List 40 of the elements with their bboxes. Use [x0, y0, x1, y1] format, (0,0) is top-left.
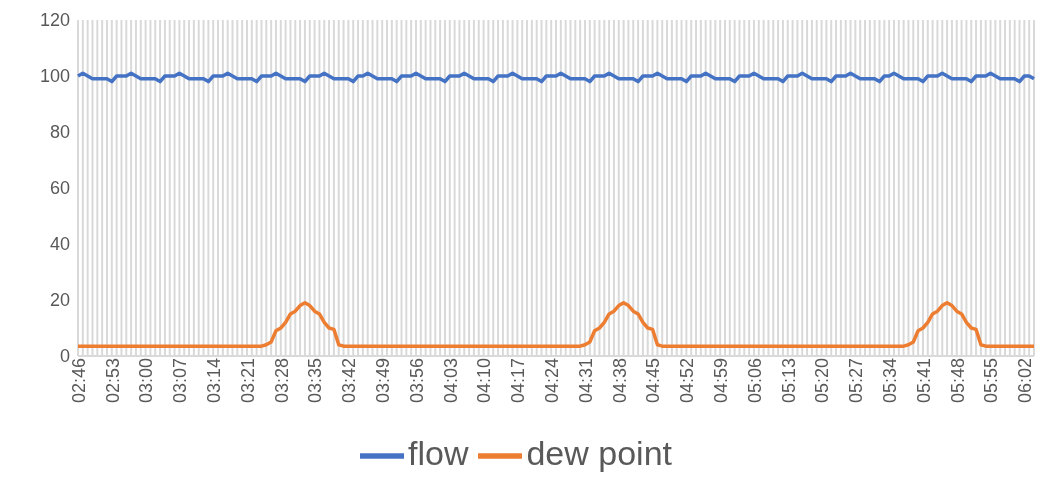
- y-tick-label: 80: [49, 122, 70, 143]
- x-tick-label: 04:31: [575, 357, 596, 404]
- x-tick-label: 03:14: [203, 357, 224, 404]
- x-tick-label: 02:46: [68, 357, 89, 404]
- x-tick-label: 05:06: [744, 357, 765, 404]
- x-tick-label: 06:02: [1015, 357, 1036, 404]
- x-tick-label: 05:48: [947, 357, 968, 404]
- line-series: [76, 301, 1036, 348]
- x-tick-label: 03:21: [237, 357, 258, 404]
- x-tick-label: 05:55: [981, 357, 1002, 404]
- x-tick-label: 02:53: [102, 357, 123, 404]
- x-tick-label: 05:13: [778, 357, 799, 404]
- legend-label: flow: [407, 433, 469, 472]
- x-tick-label: 05:20: [812, 357, 833, 404]
- x-tick-label: 03:42: [339, 357, 360, 404]
- x-tick-label: 03:56: [406, 357, 427, 404]
- y-tick-label: 40: [49, 234, 70, 255]
- x-tick-label: 04:59: [710, 357, 731, 404]
- x-tick-label: 03:49: [372, 357, 393, 404]
- legend-label: dew point: [526, 433, 672, 472]
- x-tick-label: 05:41: [913, 357, 934, 404]
- x-tick-label: 03:00: [136, 357, 157, 404]
- x-tick-label: 04:03: [440, 357, 461, 404]
- x-tick-label: 05:34: [879, 357, 900, 404]
- y-tick-label: 120: [39, 10, 70, 31]
- x-tick-label: 04:45: [643, 357, 664, 404]
- x-tick-label: 04:17: [508, 357, 529, 404]
- x-tick-label: 03:07: [170, 357, 191, 404]
- y-tick-label: 60: [49, 178, 70, 199]
- x-tick-label: 04:38: [609, 357, 630, 404]
- x-tick-label: 03:35: [305, 357, 326, 404]
- y-tick-label: 20: [49, 290, 70, 311]
- x-tick-label: 05:27: [846, 357, 867, 404]
- y-tick-label: 100: [39, 66, 70, 87]
- x-tick-label: 04:52: [677, 357, 698, 404]
- line-series: [76, 71, 1036, 84]
- x-tick-label: 04:10: [474, 357, 495, 404]
- x-tick-label: 03:28: [271, 357, 292, 404]
- x-tick-label: 04:24: [541, 357, 562, 404]
- y-tick-label: 0: [59, 346, 70, 367]
